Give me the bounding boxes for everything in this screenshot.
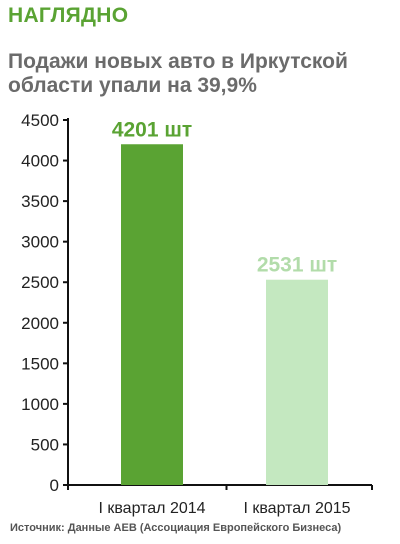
rubric-label: НАГЛЯДНО xyxy=(8,4,129,27)
y-tick-label: 500 xyxy=(31,435,59,454)
y-tick-label: 1000 xyxy=(21,395,59,414)
bar-value-label: 4201 шт xyxy=(112,118,192,141)
y-tick-label: 2500 xyxy=(21,273,59,292)
y-tick-label: 3000 xyxy=(21,233,59,252)
bar-chart: 0 500 1000 1500 2000 2500 3000 3500 4000 4500 4201… xyxy=(21,111,373,517)
y-tick-label: 0 xyxy=(50,476,59,495)
y-tick-label: 4500 xyxy=(21,111,59,130)
y-tick-label: 1500 xyxy=(21,354,59,373)
x-category-label: I квартал 2015 xyxy=(243,500,350,517)
y-tick-label: 3500 xyxy=(21,192,59,211)
x-category-label: I квартал 2014 xyxy=(98,500,205,517)
source-note: Источник: Данные АЕВ (Ассоциация Европей… xyxy=(10,522,342,534)
y-tick-label: 2000 xyxy=(21,314,59,333)
bar xyxy=(121,144,183,485)
y-tick-label: 4000 xyxy=(21,152,59,171)
bar-value-label: 2531 шт xyxy=(257,254,337,277)
chart-headline: Подажи новых авто в Иркутской области уп… xyxy=(8,50,348,97)
bar xyxy=(266,279,328,485)
